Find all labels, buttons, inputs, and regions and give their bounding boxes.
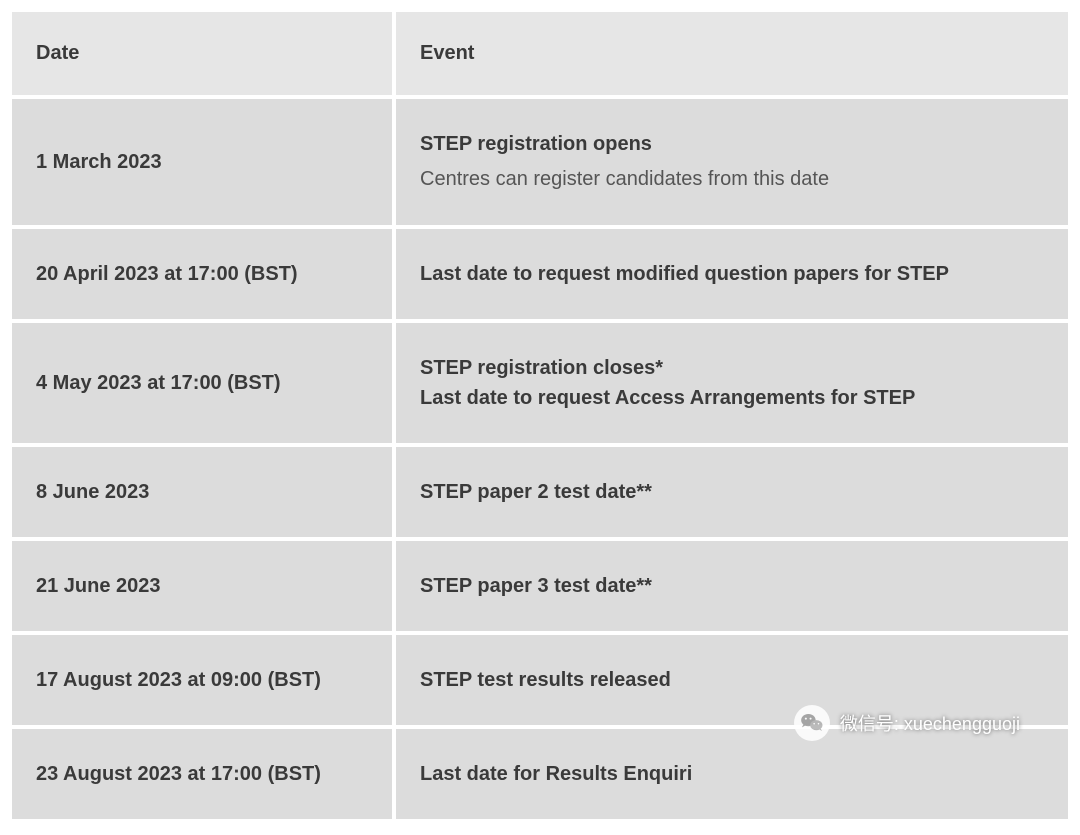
date-text: 20 April 2023 at 17:00 (BST) <box>36 263 368 286</box>
table-row: 23 August 2023 at 17:00 (BST) Last date f… <box>12 729 1068 819</box>
event-cell: STEP registration opens Centres can regis… <box>396 99 1068 225</box>
date-cell: 20 April 2023 at 17:00 (BST) <box>12 229 392 319</box>
date-text: 23 August 2023 at 17:00 (BST) <box>36 763 368 786</box>
event-text-bold: Last date to request modified question p… <box>420 259 1044 289</box>
table-row: 8 June 2023 STEP paper 2 test date** <box>12 447 1068 537</box>
event-text-bold: STEP registration closes* <box>420 353 1044 383</box>
date-cell: 23 August 2023 at 17:00 (BST) <box>12 729 392 819</box>
watermark-label: 微信号: xuechengguoji <box>840 710 1020 736</box>
event-cell: Last date to request modified question p… <box>396 229 1068 319</box>
schedule-table: Date Event 1 March 2023 STEP registration… <box>12 12 1068 819</box>
header-date: Date <box>12 12 392 95</box>
date-text: 4 May 2023 at 17:00 (BST) <box>36 372 368 395</box>
date-cell: 1 March 2023 <box>12 99 392 225</box>
wechat-icon <box>794 705 830 741</box>
table-row: 21 June 2023 STEP paper 3 test date** <box>12 541 1068 631</box>
event-text-bold: Last date for Results Enquiri <box>420 759 1044 789</box>
date-cell: 8 June 2023 <box>12 447 392 537</box>
event-cell: Last date for Results Enquiri <box>396 729 1068 819</box>
event-cell: STEP paper 3 test date** <box>396 541 1068 631</box>
event-text-bold: Last date to request Access Arrangements… <box>420 383 1044 413</box>
event-cell: STEP paper 2 test date** <box>396 447 1068 537</box>
date-text: 8 June 2023 <box>36 481 368 504</box>
table-row: 1 March 2023 STEP registration opens Centr… <box>12 99 1068 225</box>
table-header-row: Date Event <box>12 12 1068 95</box>
event-text-bold: STEP paper 2 test date** <box>420 477 1044 507</box>
event-text-normal: Centres can register candidates from thi… <box>420 163 1044 195</box>
date-cell: 17 August 2023 at 09:00 (BST) <box>12 635 392 725</box>
date-text: 21 June 2023 <box>36 575 368 598</box>
date-cell: 4 May 2023 at 17:00 (BST) <box>12 323 392 443</box>
event-text-bold: STEP registration opens <box>420 129 1044 159</box>
event-cell: STEP registration closes*Last date to re… <box>396 323 1068 443</box>
wechat-watermark: 微信号: xuechengguoji <box>794 705 1020 741</box>
header-event: Event <box>396 12 1068 95</box>
date-cell: 21 June 2023 <box>12 541 392 631</box>
date-text: 17 August 2023 at 09:00 (BST) <box>36 669 368 692</box>
date-text: 1 March 2023 <box>36 151 368 174</box>
table-row: 20 April 2023 at 17:00 (BST) Last date to… <box>12 229 1068 319</box>
table-row: 4 May 2023 at 17:00 (BST) STEP registrati… <box>12 323 1068 443</box>
event-text-bold: STEP test results released <box>420 665 1044 695</box>
event-text-bold: STEP paper 3 test date** <box>420 571 1044 601</box>
